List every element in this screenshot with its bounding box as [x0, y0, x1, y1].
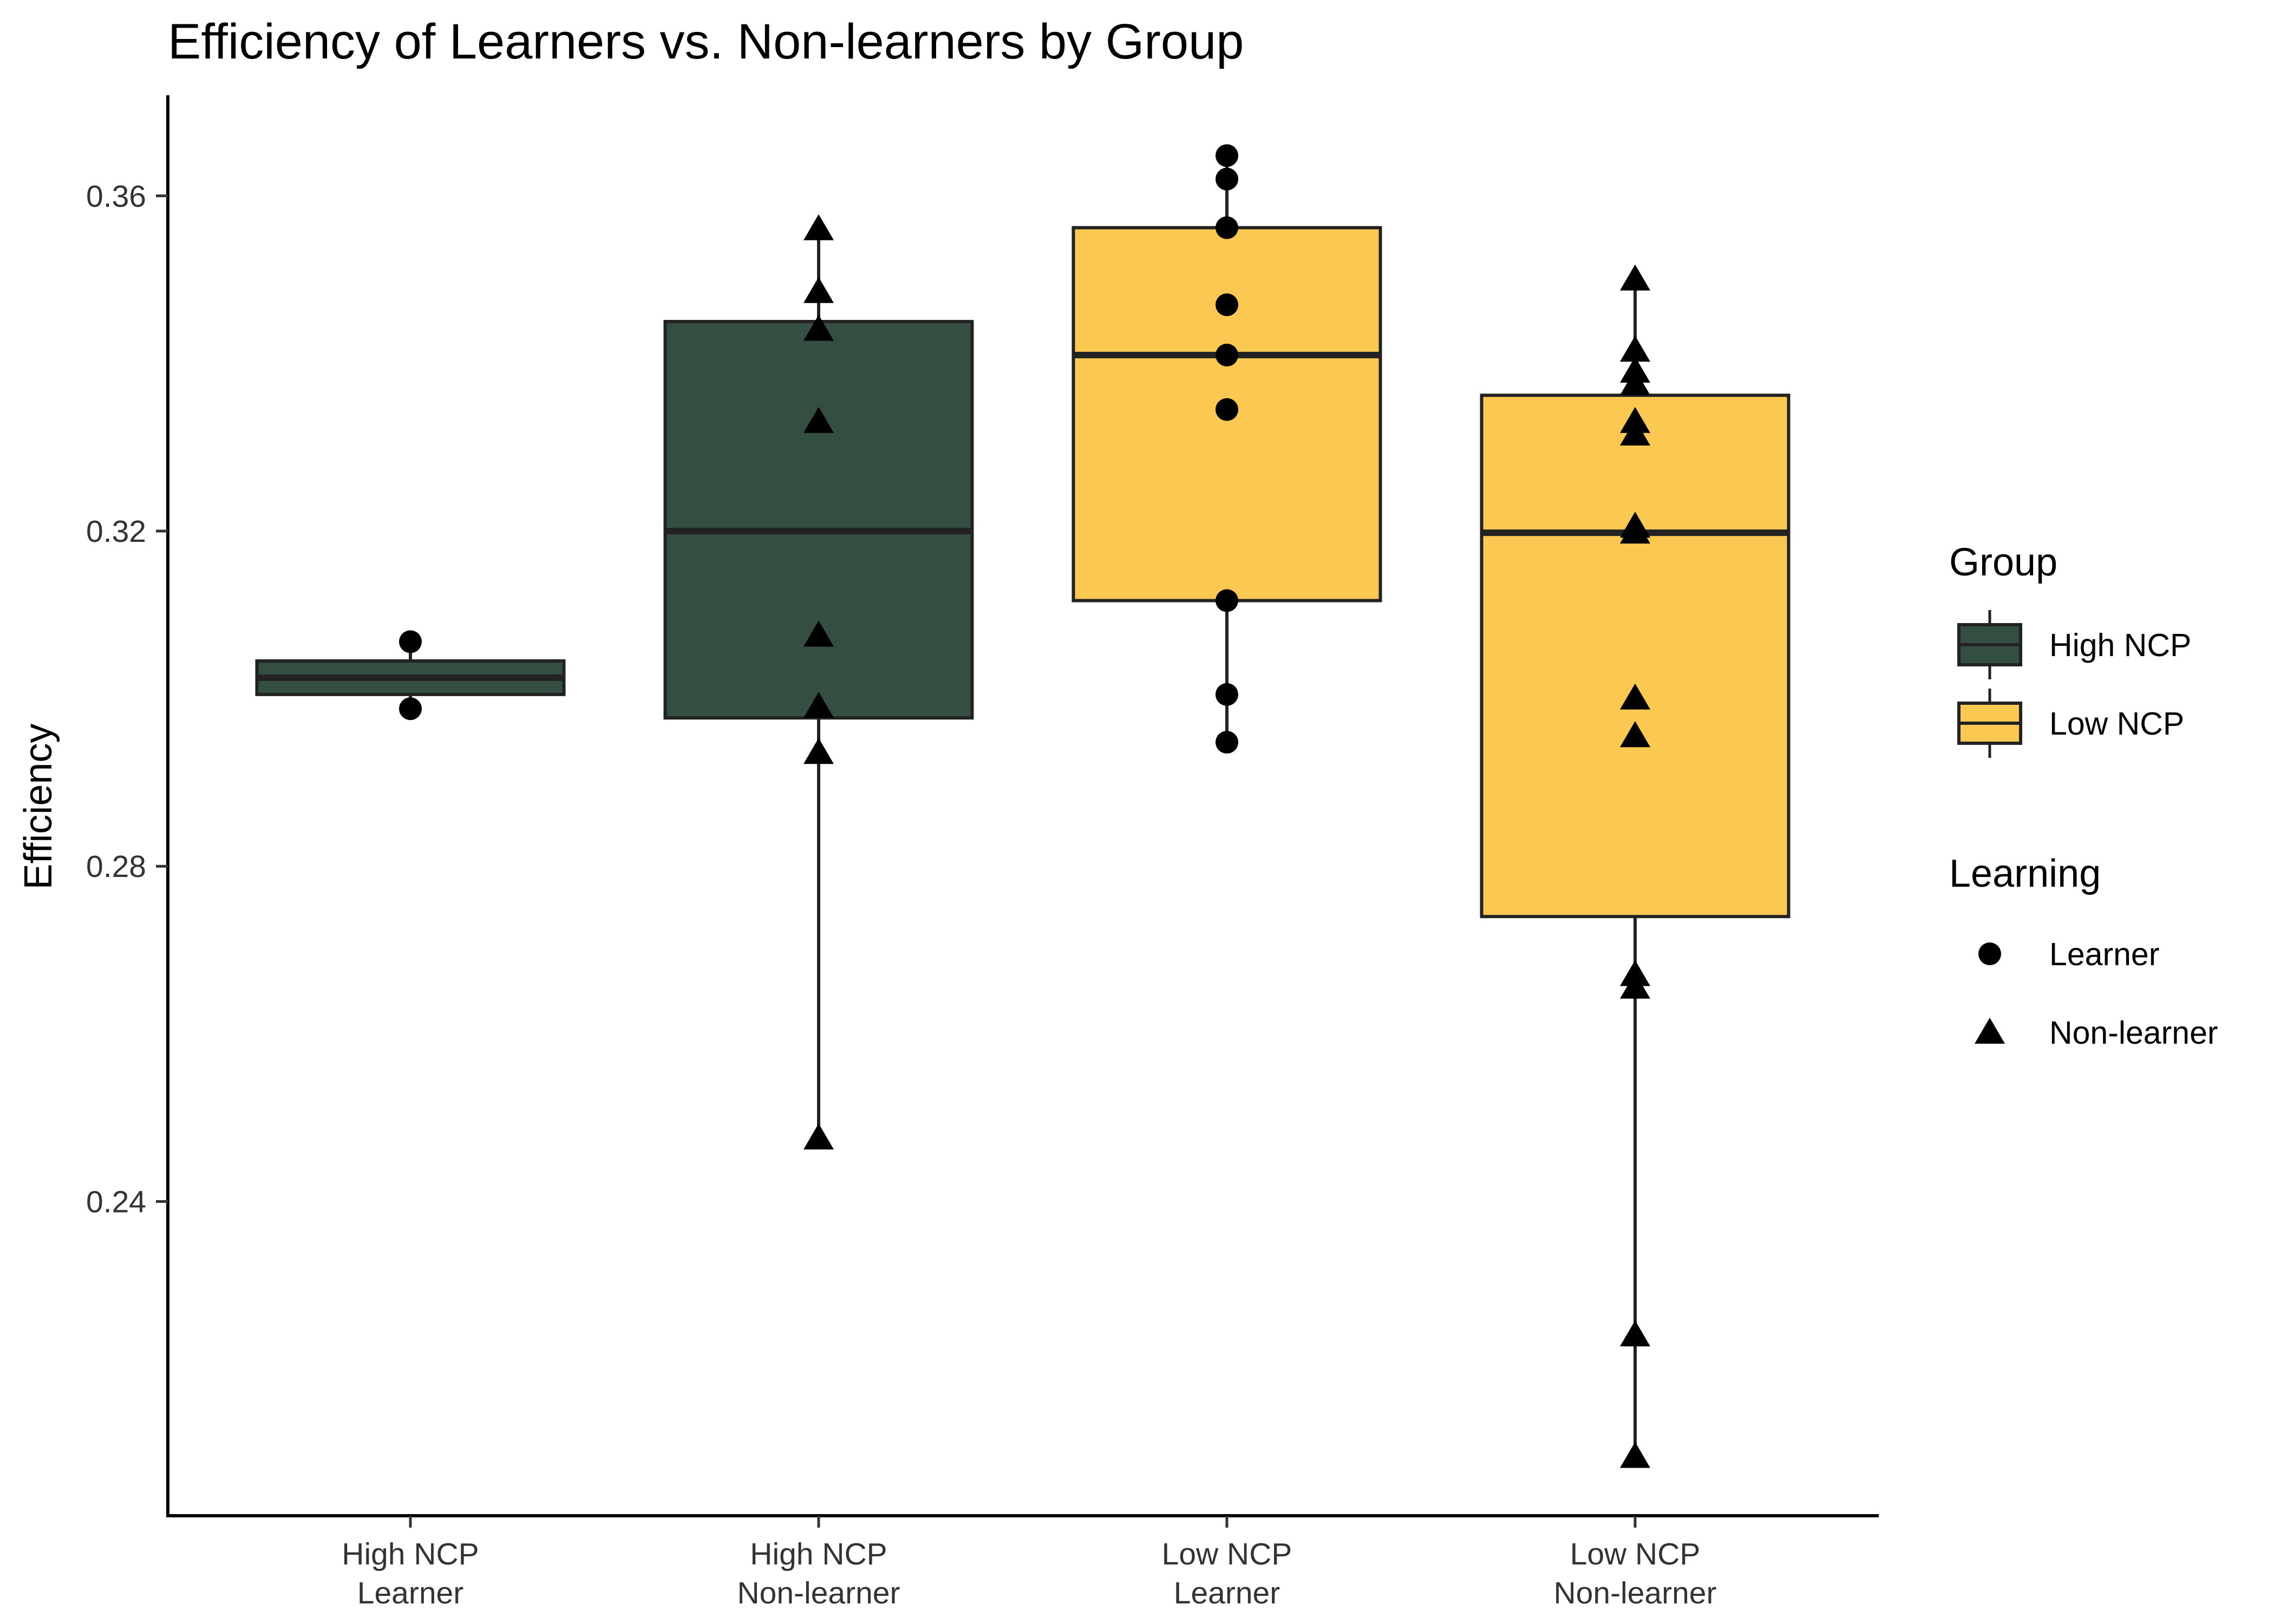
legend: Group High NCP Low NCP Learning Learner …: [1949, 541, 2218, 1051]
data-point-learner: [1216, 216, 1238, 239]
legend-key-high-ncp: [1957, 610, 2022, 679]
y-tick-label: 0.24: [86, 1184, 146, 1219]
data-point-non-learner: [803, 1123, 834, 1150]
x-axis-ticks: High NCP Learner High NCP Non-learner Low NC…: [342, 1516, 1717, 1610]
data-point-learner: [399, 697, 422, 721]
data-point-non-learner: [1620, 518, 1650, 544]
legend-group-title: Group: [1949, 541, 2057, 584]
data-point-learner: [1216, 731, 1238, 754]
box: [1480, 394, 1791, 919]
legend-triangle-icon: [1975, 1018, 2005, 1044]
data-point-non-learner: [803, 692, 834, 718]
box-group: [255, 630, 566, 721]
box-group: [1071, 144, 1382, 754]
legend-circle-icon: [1978, 942, 2001, 965]
legend-label-non-learner: Non-learner: [2049, 1015, 2218, 1051]
data-point-learner: [1216, 683, 1238, 706]
legend-label-low-ncp: Low NCP: [2049, 706, 2184, 742]
data-point-non-learner: [803, 738, 834, 764]
data-point-non-learner: [1620, 1442, 1650, 1468]
data-point-non-learner: [1620, 264, 1650, 291]
x-tick-label-line1: Low NCP: [1162, 1537, 1292, 1571]
x-tick-label-line2: Non-learner: [1554, 1576, 1717, 1610]
data-point-non-learner: [1620, 419, 1650, 446]
legend-key-low-ncp: [1957, 689, 2022, 758]
data-point-non-learner: [1620, 369, 1650, 396]
y-tick-label: 0.32: [86, 514, 146, 549]
data-point-non-learner: [1620, 721, 1650, 748]
data-point-non-learner: [1620, 972, 1650, 999]
legend-label-high-ncp: High NCP: [2049, 627, 2191, 663]
data-point-non-learner: [803, 407, 834, 433]
data-point-learner: [1216, 398, 1238, 421]
chart-title: Efficiency of Learners vs. Non-learners …: [168, 14, 1244, 69]
x-tick-label-line1: High NCP: [342, 1537, 479, 1571]
data-point-non-learner: [803, 315, 834, 341]
data-point-non-learner: [1620, 1320, 1650, 1347]
x-tick-label-line2: Learner: [357, 1576, 463, 1610]
y-tick-label: 0.36: [86, 179, 146, 214]
plot-area: [255, 144, 1791, 1468]
y-tick-label: 0.28: [86, 849, 146, 884]
data-point-learner: [1216, 293, 1238, 317]
x-tick-label-line1: Low NCP: [1570, 1537, 1701, 1571]
box: [663, 319, 974, 720]
data-point-learner: [1216, 343, 1238, 366]
data-point-learner: [1216, 144, 1238, 167]
data-point-non-learner: [803, 620, 834, 647]
data-point-non-learner: [803, 214, 834, 240]
legend-label-learner: Learner: [2049, 937, 2159, 972]
data-point-non-learner: [803, 277, 834, 303]
data-point-non-learner: [1620, 683, 1650, 710]
y-axis-ticks: 0.24 0.28 0.32 0.36: [86, 179, 168, 1219]
x-tick-label-line2: Non-learner: [737, 1576, 900, 1610]
x-tick-label-line2: Learner: [1174, 1576, 1280, 1610]
y-axis-title: Efficiency: [17, 724, 60, 890]
data-point-learner: [1216, 589, 1238, 612]
legend-learning-title: Learning: [1949, 852, 2101, 895]
box-group: [1480, 264, 1791, 1468]
data-point-learner: [399, 630, 422, 653]
data-point-non-learner: [1620, 336, 1650, 362]
x-tick-label-line1: High NCP: [750, 1537, 887, 1571]
box-group: [663, 214, 974, 1150]
data-point-learner: [1216, 167, 1238, 191]
